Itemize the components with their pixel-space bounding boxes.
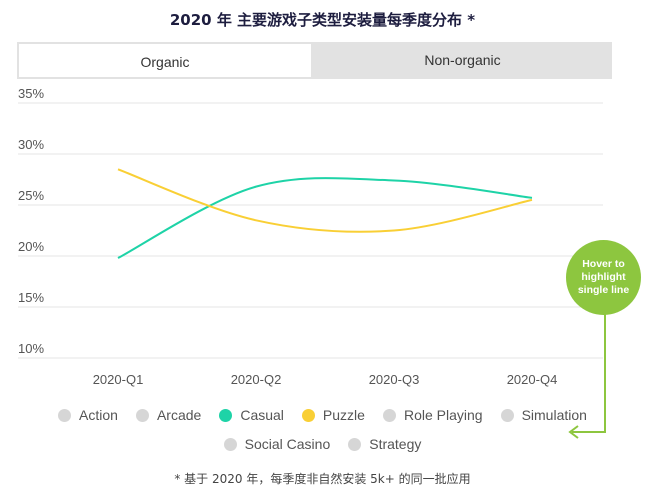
- x-tick-label: 2020-Q2: [231, 372, 282, 387]
- hover-hint-arrow-icon: [568, 310, 606, 439]
- hover-hint-text: Hover to highlight single line: [577, 258, 630, 296]
- legend-label-role-playing: Role Playing: [403, 407, 483, 423]
- y-tick-label: 30%: [18, 137, 44, 152]
- legend-item-role-playing[interactable]: Role Playing: [382, 407, 483, 423]
- chart-title: 2020 年 主要游戏子类型安装量每季度分布 *: [169, 11, 476, 29]
- legend-item-casual[interactable]: Casual: [219, 407, 284, 423]
- legend-row-2: Social Casino Strategy: [0, 436, 645, 452]
- y-tick-label: 20%: [18, 239, 44, 254]
- legend-label-social-casino: Social Casino: [244, 436, 331, 452]
- legend-dot-role-playing: [382, 408, 396, 422]
- y-tick-label: 25%: [18, 188, 44, 203]
- y-tick-label: 15%: [18, 290, 44, 305]
- tab-divider: [17, 77, 612, 79]
- tab-non-organic[interactable]: Non-organic: [313, 42, 612, 78]
- footnote: * 基于 2020 年，每季度非自然安装 5k+ 的同一批应用: [174, 472, 471, 486]
- legend-dot-social-casino: [223, 437, 237, 451]
- legend-label-strategy: Strategy: [369, 436, 422, 452]
- legend-dot-simulation: [500, 408, 514, 422]
- legend-dot-arcade: [135, 408, 149, 422]
- legend-item-simulation[interactable]: Simulation: [500, 407, 587, 423]
- legend-label-casual: Casual: [240, 407, 284, 423]
- tab-organic[interactable]: Organic: [17, 42, 313, 78]
- legend-label-puzzle: Puzzle: [322, 407, 365, 423]
- legend-dot-puzzle: [301, 408, 315, 422]
- series-line-puzzle: [117, 168, 533, 233]
- x-tick-label: 2020-Q3: [369, 372, 420, 387]
- y-tick-label: 10%: [18, 341, 44, 356]
- y-tick-label: 35%: [18, 86, 44, 101]
- x-tick-label: 2020-Q4: [507, 372, 558, 387]
- legend-item-arcade[interactable]: Arcade: [135, 407, 202, 423]
- legend-label-arcade: Arcade: [156, 407, 202, 423]
- legend-item-social-casino[interactable]: Social Casino: [223, 436, 331, 452]
- legend-item-strategy[interactable]: Strategy: [348, 436, 421, 452]
- legend-dot-casual: [219, 408, 233, 422]
- legend-row-1: Action Arcade Casual Puzzle Role Playing…: [0, 407, 645, 423]
- legend-label-action: Action: [79, 407, 118, 423]
- x-tick-label: 2020-Q1: [93, 372, 144, 387]
- legend-label-simulation: Simulation: [521, 407, 587, 423]
- legend-dot-strategy: [348, 437, 362, 451]
- legend-item-action[interactable]: Action: [58, 407, 118, 423]
- tab-bar: Organic Non-organic: [17, 42, 612, 78]
- line-chart: 10% 15% 20% 25% 30% 35% 2020-Q1 2020-Q2 2020-Q3 2…: [18, 86, 603, 387]
- hover-hint-badge: Hover to highlight single line: [566, 240, 641, 315]
- legend-item-puzzle[interactable]: Puzzle: [301, 407, 365, 423]
- legend-dot-action: [58, 408, 72, 422]
- series-line-casual: [117, 177, 533, 259]
